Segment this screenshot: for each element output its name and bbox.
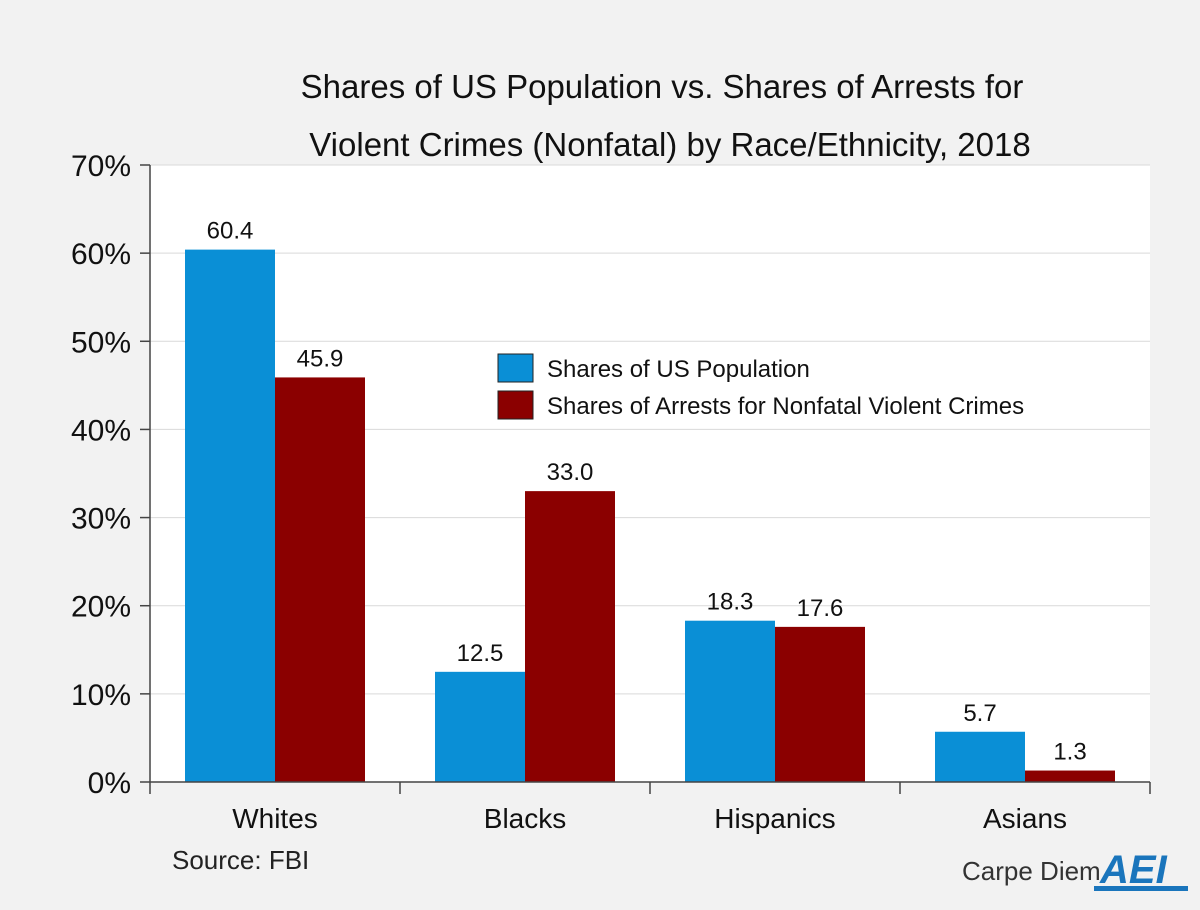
bar-hispanics-series-2 (775, 626, 865, 782)
tick-labels: 0% 10% 20% 30% 40% 50% 60% 70% Whites Blacks Hispa… (71, 150, 1067, 834)
branding: Carpe Diem AEI (962, 848, 1188, 892)
y-tick-label: 30% (71, 503, 131, 536)
axes (140, 164, 1151, 794)
legend-label-population: Shares of US Population (547, 356, 810, 383)
data-labels: 60.4 45.9 12.5 33.0 18.3 17.6 5.7 1.3 (207, 218, 1087, 766)
bar-asians-series-1 (935, 731, 1025, 782)
data-label: 1.3 (1053, 739, 1086, 766)
bar-blacks-series-2 (525, 491, 615, 782)
data-label: 12.5 (457, 640, 504, 667)
y-tick-label: 10% (71, 679, 131, 712)
y-tick-label: 50% (71, 326, 131, 359)
legend: Shares of US Population Shares of Arrest… (497, 353, 1024, 420)
x-tick-label: Whites (232, 803, 318, 834)
bar-hispanics-series-1 (685, 620, 775, 782)
y-tick-label: 70% (71, 150, 131, 183)
aei-logo-icon: AEI (1094, 848, 1188, 892)
branding-text: Carpe Diem (962, 856, 1101, 886)
data-label: 17.6 (797, 595, 844, 622)
bar-blacks-series-1 (435, 671, 525, 782)
data-label: 5.7 (963, 700, 996, 727)
bar-asians-series-2 (1025, 770, 1115, 782)
bar-whites-series-2 (275, 377, 365, 782)
y-tick-label: 40% (71, 414, 131, 447)
source-note: Source: FBI (172, 845, 309, 875)
data-label: 45.9 (297, 345, 344, 372)
legend-swatch-population (497, 353, 534, 383)
chart-title-line-2: Violent Crimes (Nonfatal) by Race/Ethnic… (309, 126, 1030, 163)
x-tick-label: Asians (983, 803, 1067, 834)
y-tick-label: 0% (88, 767, 131, 800)
y-tick-label: 60% (71, 238, 131, 271)
bar-whites-series-1 (185, 249, 275, 783)
aei-logo-text: AEI (1099, 848, 1168, 892)
data-label: 33.0 (547, 459, 594, 486)
legend-swatch-arrests (497, 390, 534, 420)
legend-label-arrests: Shares of Arrests for Nonfatal Violent C… (547, 393, 1024, 420)
x-tick-label: Hispanics (714, 803, 835, 834)
aei-logo-underline (1094, 886, 1188, 891)
data-label: 60.4 (207, 218, 254, 245)
y-tick-label: 20% (71, 591, 131, 624)
bars (185, 249, 1115, 783)
data-label: 18.3 (707, 589, 754, 616)
x-tick-label: Blacks (484, 803, 566, 834)
chart-title-line-1: Shares of US Population vs. Shares of Ar… (301, 68, 1024, 105)
